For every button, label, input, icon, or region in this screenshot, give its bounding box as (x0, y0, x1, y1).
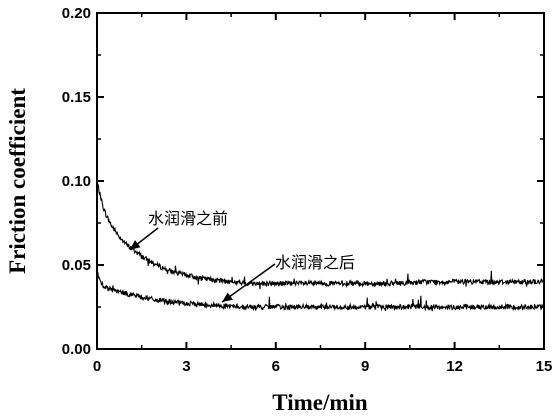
y-tick-label: 0.10 (62, 173, 91, 190)
x-tick-label: 12 (446, 358, 463, 375)
y-tick-label: 0.15 (62, 89, 91, 106)
axis-ticks: 0 3 6 9 12 15 0.00 0.05 0.10 0.15 0.20 (62, 5, 553, 375)
y-tick-label: 0.20 (62, 5, 91, 22)
y-tick-label: 0.05 (62, 257, 91, 274)
y-tick-label: 0.00 (62, 341, 91, 358)
annotation-label-1: 水润滑之前 (148, 209, 228, 228)
series-layer (96, 180, 545, 312)
annotation-arrowhead-1 (129, 240, 141, 250)
annotation-arrowhead-2 (222, 292, 233, 302)
x-tick-label: 3 (182, 358, 190, 375)
series-line-1 (96, 180, 545, 290)
x-tick-label: 9 (361, 358, 369, 375)
x-tick-label: 0 (93, 358, 101, 375)
x-tick-label: 15 (536, 358, 553, 375)
annotation-arrow-line-2 (221, 263, 276, 303)
series-line-2 (96, 270, 545, 312)
x-axis-label: Time/min (272, 390, 368, 415)
x-tick-label: 6 (272, 358, 280, 375)
y-axis-label: Friction coefficient (5, 88, 30, 274)
annotation-label-2: 水润滑之后 (275, 253, 355, 272)
